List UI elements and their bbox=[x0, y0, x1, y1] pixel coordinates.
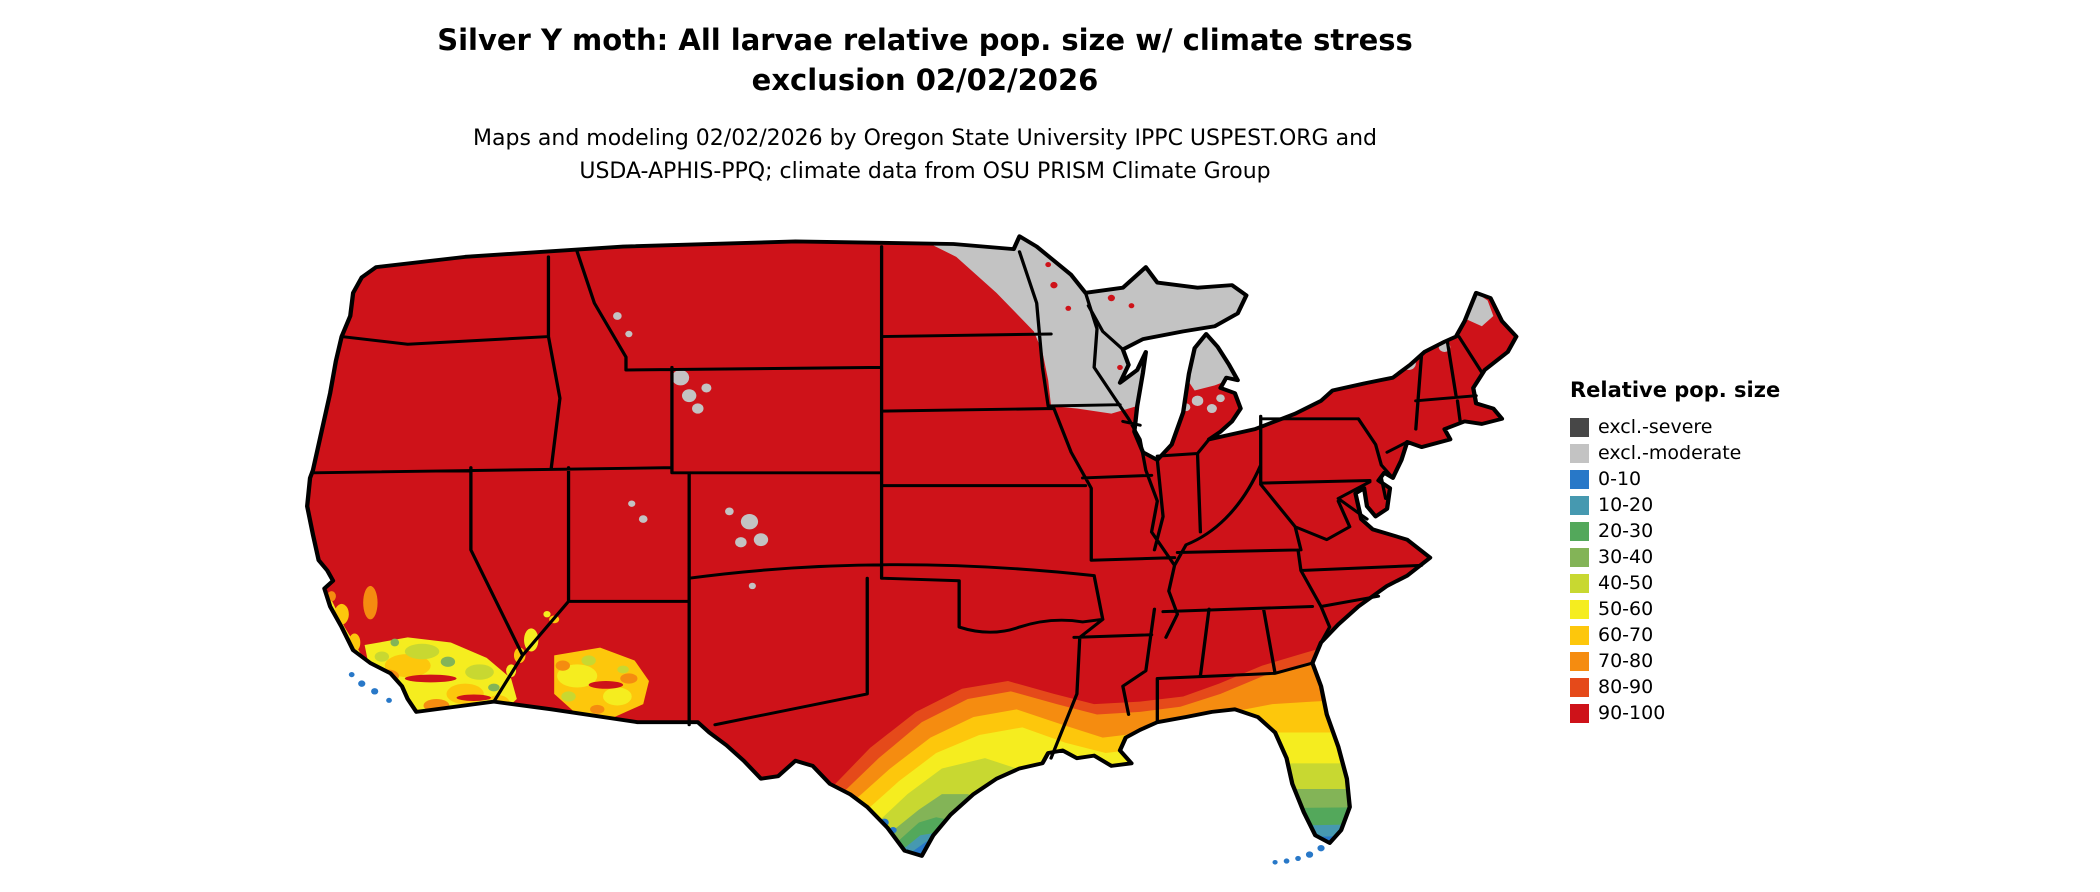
map-legend: Relative pop. size excl.-severe excl.-mo… bbox=[1570, 378, 1780, 726]
legend-entry: 80-90 bbox=[1570, 674, 1780, 700]
legend-swatch-10-20 bbox=[1570, 495, 1589, 515]
legend-label: 60-70 bbox=[1598, 624, 1654, 646]
legend-swatch-40-50 bbox=[1570, 573, 1589, 593]
legend-label: 30-40 bbox=[1598, 546, 1654, 568]
legend-label: 90-100 bbox=[1598, 702, 1666, 724]
legend-label: 10-20 bbox=[1598, 494, 1654, 516]
title-line-2: exclusion 02/02/2026 bbox=[751, 63, 1099, 97]
figure-subtitle: Maps and modeling 02/02/2026 by Oregon S… bbox=[0, 122, 1850, 188]
legend-label: excl.-severe bbox=[1598, 416, 1713, 438]
legend-title: Relative pop. size bbox=[1570, 378, 1781, 402]
state-borders bbox=[311, 245, 1484, 760]
legend-entry: 0-10 bbox=[1570, 466, 1780, 492]
legend-entry: 50-60 bbox=[1570, 596, 1780, 622]
legend-swatch-30-40 bbox=[1570, 547, 1589, 567]
legend-label: 50-60 bbox=[1598, 598, 1654, 620]
legend-entry: 30-40 bbox=[1570, 544, 1780, 570]
subtitle-line-2: USDA-APHIS-PPQ; climate data from OSU PR… bbox=[579, 159, 1271, 184]
legend-swatch-excl-moderate bbox=[1570, 443, 1589, 463]
legend-entry: 70-80 bbox=[1570, 648, 1780, 674]
us-choropleth-map bbox=[300, 226, 1535, 888]
red-speckles-north bbox=[1045, 261, 1135, 370]
title-line-1: Silver Y moth: All larvae relative pop. … bbox=[437, 23, 1413, 57]
legend-entry: 10-20 bbox=[1570, 492, 1780, 518]
legend-swatch-70-80 bbox=[1570, 651, 1589, 671]
legend-entry: 90-100 bbox=[1570, 700, 1780, 726]
legend-swatch-20-30 bbox=[1570, 521, 1589, 541]
florida-keys bbox=[1272, 844, 1325, 865]
legend-label: 20-30 bbox=[1598, 520, 1654, 542]
channel-islands bbox=[348, 672, 392, 703]
figure-title: Silver Y moth: All larvae relative pop. … bbox=[0, 20, 1850, 100]
legend-label: excl.-moderate bbox=[1598, 442, 1742, 464]
legend-label: 70-80 bbox=[1598, 650, 1654, 672]
legend-entry: 20-30 bbox=[1570, 518, 1780, 544]
legend-swatch-50-60 bbox=[1570, 599, 1589, 619]
legend-entry: excl.-moderate bbox=[1570, 440, 1780, 466]
legend-entry: 60-70 bbox=[1570, 622, 1780, 648]
legend-swatch-60-70 bbox=[1570, 625, 1589, 645]
us-map-svg bbox=[300, 226, 1535, 865]
legend-label: 80-90 bbox=[1598, 676, 1654, 698]
legend-label: 0-10 bbox=[1598, 468, 1642, 490]
legend-swatch-0-10 bbox=[1570, 469, 1589, 489]
legend-swatch-90-100 bbox=[1570, 703, 1589, 723]
subtitle-line-1: Maps and modeling 02/02/2026 by Oregon S… bbox=[473, 126, 1377, 151]
legend-swatch-excl-severe bbox=[1570, 417, 1589, 437]
legend-swatch-80-90 bbox=[1570, 677, 1589, 697]
legend-entry: 40-50 bbox=[1570, 570, 1780, 596]
legend-entry: excl.-severe bbox=[1570, 414, 1780, 440]
arizona-mottle bbox=[506, 610, 649, 718]
legend-label: 40-50 bbox=[1598, 572, 1654, 594]
